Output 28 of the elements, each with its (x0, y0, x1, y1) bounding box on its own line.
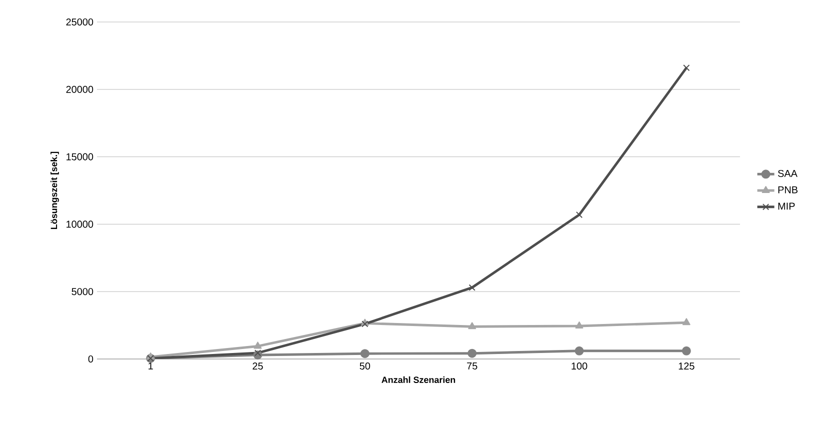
point (468, 348, 477, 358)
y-tick-label: 15000 (66, 153, 94, 160)
x-tick-label: 50 (360, 362, 370, 370)
point (575, 321, 584, 328)
y-tick-label: 0 (88, 355, 94, 363)
x-tick-label: 75 (467, 362, 478, 370)
x-tick-label: 1 (148, 362, 153, 370)
point (682, 346, 691, 356)
y-tick-label: 20000 (66, 86, 94, 93)
point (254, 342, 262, 349)
x-tick-label: 125 (678, 362, 694, 370)
point (574, 346, 584, 356)
point (683, 64, 690, 72)
point (468, 322, 476, 330)
x-tick-label: 25 (252, 362, 263, 370)
point (360, 349, 370, 358)
x-axis-title: Anzahl Szenarien (382, 376, 456, 384)
y-tick-label: 5000 (72, 288, 94, 296)
legend-label: PNB (778, 186, 798, 194)
point (254, 350, 262, 356)
legend-label: SAA (778, 170, 798, 177)
point (468, 284, 476, 291)
x-tick-label: 100 (572, 362, 588, 370)
point (682, 318, 690, 326)
legend-label: MIP (778, 202, 795, 210)
y-axis-title: Lösungszeit [sek.] (50, 152, 59, 230)
y-tick-label: 10000 (66, 220, 94, 228)
y-tick-label: 25000 (66, 18, 94, 26)
